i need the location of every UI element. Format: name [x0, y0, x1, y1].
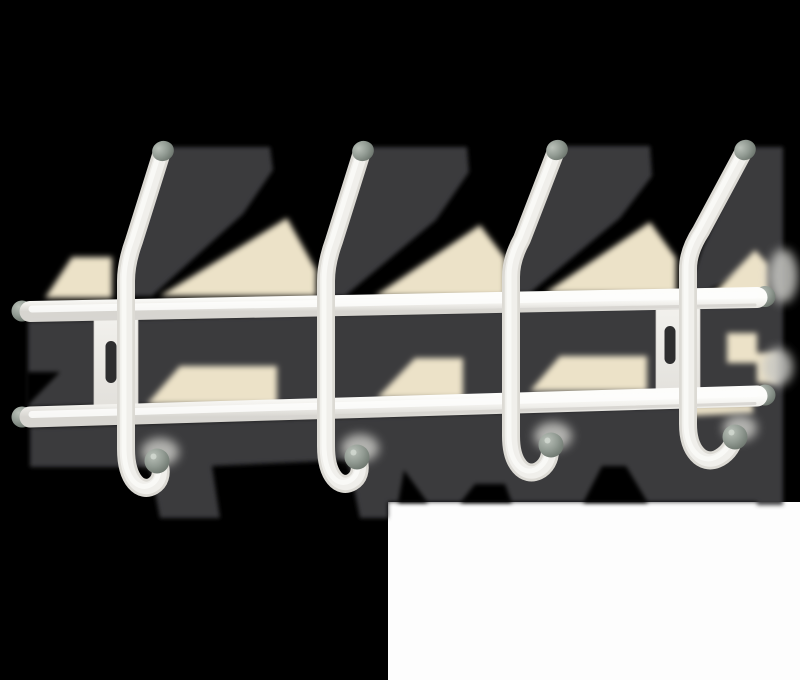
hook4-tip-ball-highlight	[728, 429, 735, 436]
hook1-tip-ball	[144, 448, 170, 474]
hook2-tip-ball	[344, 444, 370, 470]
bottom-gap-wedge-1	[398, 470, 428, 503]
white-backdrop-patch	[388, 502, 800, 680]
hook3-arm-shadow	[500, 146, 652, 293]
hook4-tip-ball	[722, 424, 748, 450]
bottom-rail	[11, 384, 776, 428]
hook1-arm-cap	[152, 140, 174, 162]
glow-strip-c	[377, 358, 463, 398]
hook3-tip-ball	[538, 432, 564, 458]
glow-wedge-left	[45, 257, 112, 298]
keyhole-slot-right	[664, 326, 676, 364]
glow-strip-d	[530, 356, 647, 391]
glow-wedge-4	[710, 250, 768, 297]
hook4-arm-cap	[734, 139, 756, 161]
bottom-rail-shade	[30, 402, 757, 426]
top-rail-highlight	[28, 291, 759, 313]
bottom-rail-end-halo	[763, 348, 793, 386]
top-rail-shade	[30, 303, 757, 321]
glow-wedge-3	[545, 222, 676, 293]
shadow-gaps	[26, 372, 648, 503]
left-gap-wedge	[26, 372, 60, 407]
glow-patch-e1	[727, 333, 757, 363]
hook2-arm-cap	[352, 140, 374, 162]
glow-wedge-2	[375, 225, 505, 296]
warm-glow-patches	[45, 218, 778, 416]
hook1-tip-ball-highlight	[150, 453, 157, 460]
hook2-arm-shadow	[316, 147, 469, 296]
top-rail-end-halo	[768, 249, 798, 303]
hook2-tip-ball-highlight	[350, 449, 357, 456]
bottom-gap-wedge-2	[460, 484, 512, 503]
glow-wedge-1	[160, 218, 316, 296]
keyhole-slot-left	[105, 341, 117, 383]
bottom-rail-highlight	[28, 390, 759, 418]
top-rail	[11, 286, 776, 322]
hook3-tip-ball-highlight	[544, 437, 551, 444]
grey-tip-caps	[144, 139, 756, 474]
hook3-arm-cap	[546, 139, 568, 161]
glow-strip-b	[147, 366, 277, 404]
bottom-gap-wedge-3	[583, 466, 648, 503]
